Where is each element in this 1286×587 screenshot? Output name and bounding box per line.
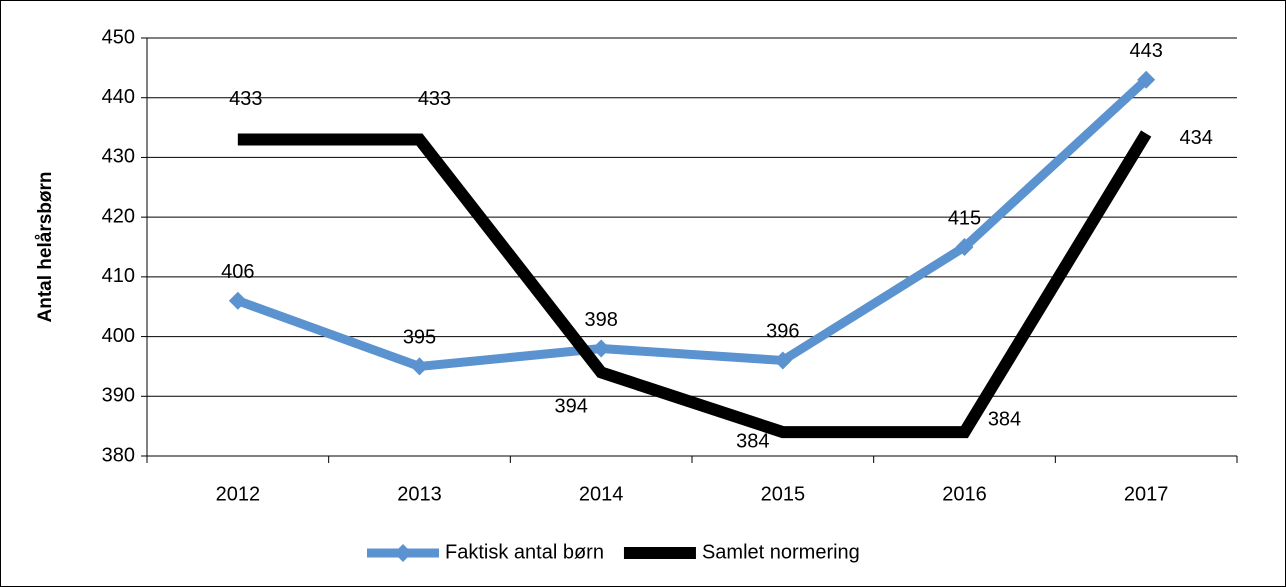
data-label: 434 bbox=[1179, 127, 1212, 149]
legend-label: Faktisk antal børn bbox=[445, 541, 604, 563]
data-point bbox=[228, 291, 247, 310]
legend-marker bbox=[394, 544, 412, 562]
x-tick-label: 2012 bbox=[216, 483, 261, 505]
data-label: 398 bbox=[584, 309, 617, 331]
y-axis-label: Antal helårsbørn bbox=[35, 172, 56, 323]
data-label: 396 bbox=[766, 321, 799, 343]
data-label: 395 bbox=[403, 327, 436, 349]
legend-label: Samlet normering bbox=[702, 541, 860, 563]
data-label: 433 bbox=[418, 88, 451, 110]
y-tick-label: 390 bbox=[102, 385, 135, 407]
data-label: 384 bbox=[988, 408, 1021, 430]
y-tick-label: 410 bbox=[102, 265, 135, 287]
data-point bbox=[1137, 70, 1156, 89]
data-label: 384 bbox=[736, 430, 769, 452]
data-label: 394 bbox=[554, 396, 587, 418]
x-tick-label: 2013 bbox=[397, 483, 442, 505]
data-point bbox=[955, 238, 974, 256]
y-tick-label: 380 bbox=[102, 444, 135, 466]
data-label: 433 bbox=[229, 88, 262, 110]
y-tick-label: 440 bbox=[102, 86, 135, 108]
data-point bbox=[410, 357, 429, 376]
x-tick-label: 2016 bbox=[942, 483, 987, 505]
data-point bbox=[592, 339, 611, 358]
x-tick-label: 2014 bbox=[579, 483, 624, 505]
y-tick-label: 420 bbox=[102, 205, 135, 227]
data-point bbox=[773, 351, 792, 370]
series-line bbox=[237, 130, 1152, 439]
y-tick-label: 400 bbox=[102, 325, 135, 347]
series-line bbox=[236, 76, 1150, 372]
data-label: 443 bbox=[1129, 40, 1162, 62]
data-label: 415 bbox=[948, 207, 981, 229]
y-tick-label: 450 bbox=[102, 26, 135, 48]
y-tick-label: 430 bbox=[102, 146, 135, 168]
data-label: 406 bbox=[221, 261, 254, 283]
x-tick-label: 2017 bbox=[1124, 483, 1169, 505]
x-tick-label: 2015 bbox=[761, 483, 806, 505]
